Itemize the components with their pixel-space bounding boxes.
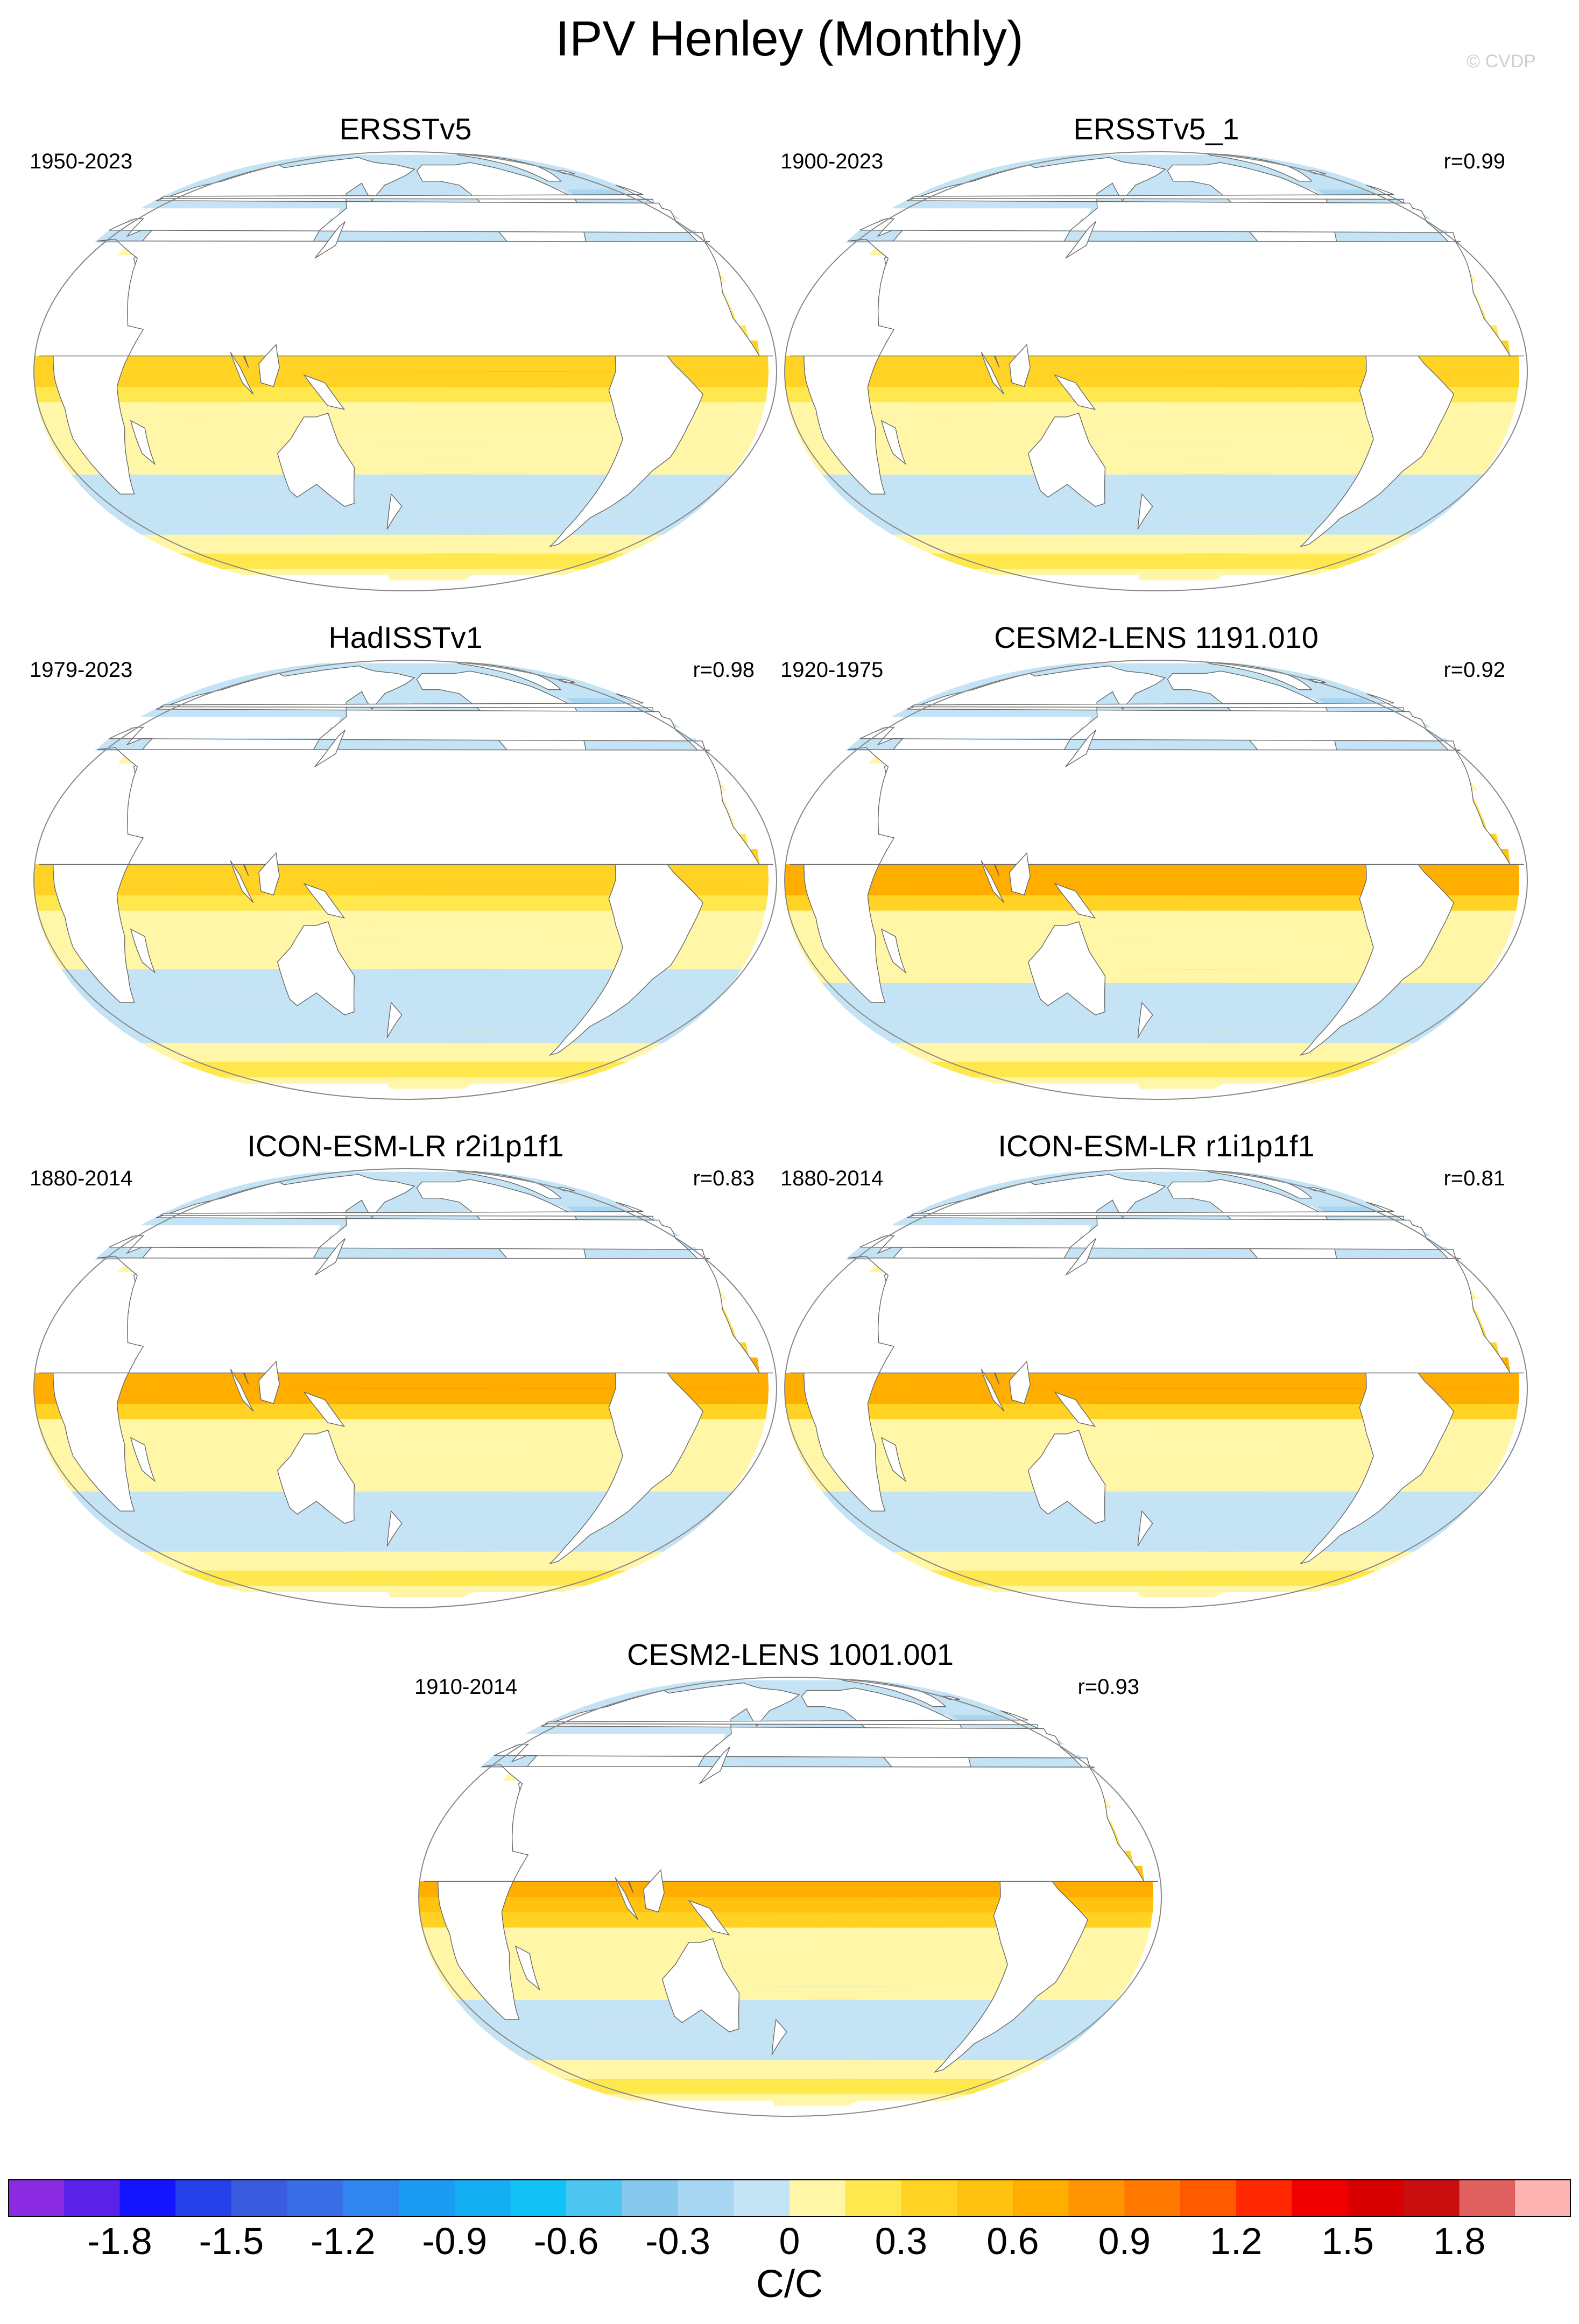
- map-panel-ersstv5: ERSSTv5 1950-2023: [30, 110, 781, 595]
- field-cell: [141, 534, 665, 545]
- coastline: [880, 420, 907, 465]
- panel-title: ERSSTv5_1: [1073, 112, 1239, 146]
- field-cell: [401, 1083, 406, 1089]
- coastline: [130, 420, 156, 465]
- field-cell: [1152, 574, 1157, 581]
- coastline: [314, 221, 346, 259]
- figure-title: IPV Henley (Monthly): [555, 11, 1024, 66]
- coastline: [303, 374, 346, 410]
- panel-period: 1950-2023: [30, 150, 133, 173]
- coastline: [1054, 374, 1096, 410]
- field-cell: [929, 553, 1378, 562]
- panel-title: HadISSTv1: [328, 620, 483, 654]
- field-cell: [108, 512, 696, 524]
- coastline: [386, 493, 403, 529]
- field-cell: [401, 574, 406, 581]
- map-panel-ersstv5-1: ERSSTv5_1 1900-2023 r=0.99: [780, 110, 1532, 595]
- coastline: [1065, 221, 1096, 259]
- field-cell: [910, 544, 1397, 554]
- field-cell: [178, 553, 627, 562]
- global-map: [784, 151, 1528, 591]
- coastline: [1299, 329, 1455, 548]
- coastline: [1137, 493, 1153, 529]
- coastline: [981, 352, 1005, 395]
- coastline: [1009, 343, 1031, 387]
- field-cell: [221, 1077, 586, 1084]
- coastline: [790, 238, 1524, 495]
- coastline: [910, 185, 1405, 204]
- coastline: [230, 352, 254, 395]
- map-panel-hadisstv1: HadISSTv1 1979-2023 r=0.98: [30, 619, 781, 1103]
- panel-pattern-correlation: r=0.99: [1443, 150, 1505, 173]
- global-map: [33, 660, 777, 1100]
- panel-period: 1900-2023: [780, 150, 884, 173]
- field-cell: [1045, 154, 1265, 159]
- panel-period: 1979-2023: [30, 658, 133, 682]
- field-cell: [294, 154, 514, 159]
- field-cell: [221, 568, 586, 575]
- coastline: [1027, 413, 1106, 507]
- map-border: [33, 151, 777, 591]
- field-cell: [875, 524, 1432, 535]
- global-map: [33, 151, 777, 591]
- panel-pattern-correlation: r=0.98: [693, 658, 755, 682]
- field-cell: [159, 544, 646, 554]
- cvdp-credit: © CVDP: [1467, 51, 1536, 72]
- coastline: [39, 238, 773, 495]
- field-cell: [950, 561, 1358, 569]
- coastline: [277, 413, 355, 507]
- field-cell: [859, 512, 1447, 524]
- coastline: [159, 185, 654, 204]
- field-cell: [892, 534, 1415, 545]
- field-cell: [971, 568, 1336, 575]
- field-cell: [124, 524, 681, 535]
- field-cell: [199, 561, 607, 569]
- coastline: [548, 329, 704, 548]
- map-border: [784, 151, 1528, 591]
- panel-title: ERSSTv5: [339, 112, 472, 146]
- coastline: [258, 343, 280, 387]
